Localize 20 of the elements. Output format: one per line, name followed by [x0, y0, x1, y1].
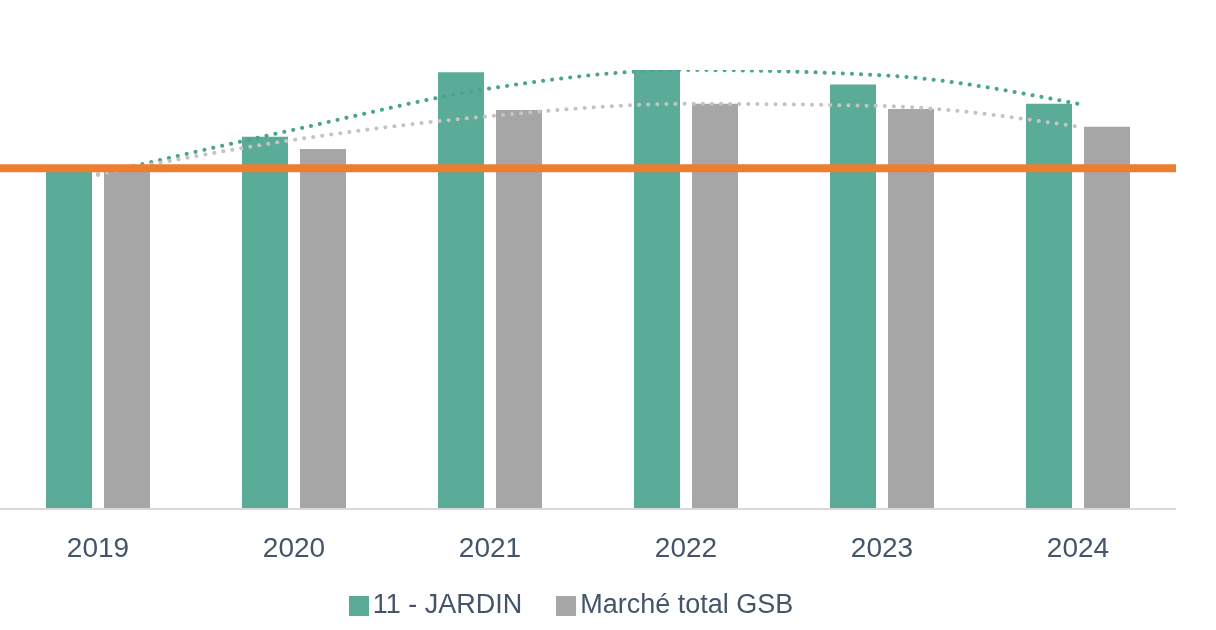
bar	[634, 70, 680, 509]
bar	[1026, 103, 1072, 509]
bar	[692, 103, 738, 509]
bar	[888, 109, 934, 509]
bar	[300, 149, 346, 509]
x-tick-label: 2019	[66, 531, 130, 563]
x-tick-label: 2024	[1046, 531, 1110, 563]
bar	[1084, 126, 1130, 509]
legend-label: Marché total GSB	[580, 589, 794, 619]
bar	[830, 84, 876, 509]
legend-label: 11 - JARDIN	[372, 589, 523, 619]
bar	[496, 109, 542, 509]
x-tick-label: 2021	[458, 531, 522, 563]
x-tick-label: 2023	[850, 531, 914, 563]
bar	[104, 170, 150, 509]
x-tick-label: 2020	[262, 531, 326, 563]
bar	[242, 136, 288, 509]
bar	[438, 72, 484, 509]
x-tick-label: 2022	[654, 531, 718, 563]
bar	[46, 170, 92, 509]
